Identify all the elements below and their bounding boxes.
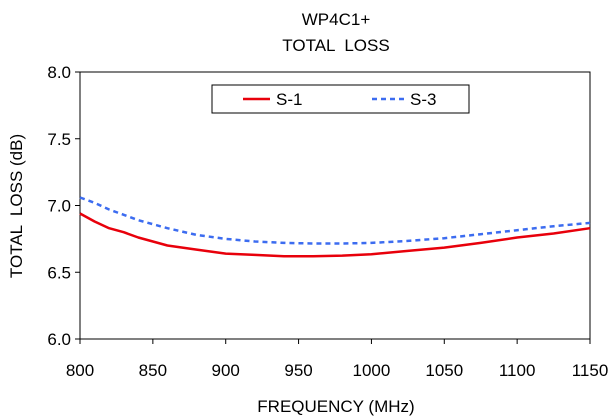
x-tick-label: 850 — [139, 361, 167, 380]
plot-area — [79, 71, 591, 340]
y-tick-label: 7.0 — [47, 197, 71, 216]
series-layer — [79, 196, 591, 258]
x-tick-label: 1000 — [353, 361, 391, 380]
x-tick-label: 1050 — [425, 361, 463, 380]
y-tick-label: 7.5 — [47, 130, 71, 149]
x-tick-label: 1100 — [499, 361, 536, 380]
series-line-s-1 — [79, 212, 591, 258]
legend: S-1 S-3 — [211, 84, 470, 114]
chart-subtitle: TOTAL LOSS — [282, 36, 389, 55]
x-tick-label: 950 — [284, 361, 312, 380]
legend-box — [211, 84, 470, 114]
legend-label-s3: S-3 — [410, 90, 436, 109]
y-axis-ticks: 6.0 6.5 7.0 7.5 8.0 — [47, 63, 80, 349]
x-tick-label: 800 — [66, 361, 94, 380]
chart-title: WP4C1+ — [302, 10, 371, 29]
legend-label-s1: S-1 — [276, 90, 302, 109]
x-tick-label: 900 — [212, 361, 240, 380]
y-tick-label: 6.5 — [47, 263, 71, 282]
x-axis-label: FREQUENCY (MHz) — [257, 397, 414, 416]
series-line-s-3 — [79, 196, 591, 245]
x-tick-label: 1150 — [572, 361, 609, 380]
y-axis-label: TOTAL LOSS (dB) — [7, 134, 26, 278]
y-tick-label: 8.0 — [47, 63, 71, 82]
y-tick-label: 6.0 — [47, 330, 71, 349]
x-axis-ticks: 800 850 900 950 1000 1050 1100 1150 — [66, 339, 608, 380]
